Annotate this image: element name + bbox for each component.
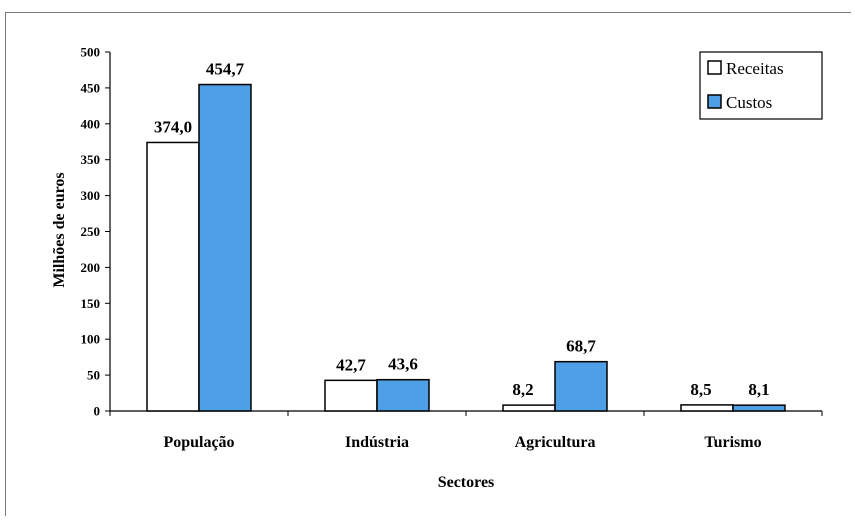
legend-label-receitas: Receitas <box>726 59 784 78</box>
category-label: Agricultura <box>515 434 596 451</box>
y-tick-label: 500 <box>81 45 101 60</box>
y-tick-label: 400 <box>81 116 101 131</box>
category-label: Indústria <box>345 434 409 451</box>
x-axis-title: Sectores <box>438 474 495 491</box>
data-label-receitas: 8,5 <box>690 380 711 399</box>
y-tick-label: 450 <box>81 80 101 95</box>
y-tick-label: 350 <box>81 152 101 167</box>
data-labels: População 374,0 454,7 Indústria 42,7 43,6 Agri… <box>154 60 770 451</box>
bar-custos-4 <box>732 404 786 412</box>
y-axis-title: Milhões de euros <box>51 172 68 287</box>
y-tick-label: 0 <box>94 404 101 419</box>
y-tick-label: 100 <box>81 332 101 347</box>
bar-custos-1 <box>198 83 252 412</box>
data-label-receitas: 42,7 <box>336 355 366 374</box>
chart-frame <box>5 12 851 516</box>
legend-label-custos: Custos <box>726 93 772 112</box>
data-label-receitas: 8,2 <box>512 380 533 399</box>
data-label-custos: 8,1 <box>748 380 769 399</box>
bar-receitas-2 <box>324 379 378 412</box>
y-tick-label: 50 <box>87 368 100 383</box>
data-label-custos: 454,7 <box>206 60 245 79</box>
y-tick-label: 300 <box>81 188 101 203</box>
bar-custos-3 <box>554 360 608 412</box>
legend-swatch-custos <box>707 94 722 109</box>
y-tick-label: 250 <box>81 224 101 239</box>
data-label-custos: 43,6 <box>388 355 418 374</box>
data-label-receitas: 374,0 <box>154 117 192 136</box>
bar-receitas-1 <box>146 141 200 412</box>
category-label: População <box>163 434 234 451</box>
legend: Receitas Custos <box>699 51 823 120</box>
bar-receitas-3 <box>502 404 556 412</box>
legend-swatch-receitas <box>707 60 722 75</box>
bars <box>146 83 786 412</box>
data-label-custos: 68,7 <box>566 337 596 356</box>
bar-custos-2 <box>376 378 430 412</box>
bar-receitas-4 <box>680 404 734 412</box>
y-tick-label: 150 <box>81 296 101 311</box>
y-tick-label: 200 <box>81 260 101 275</box>
category-label: Turismo <box>704 434 761 451</box>
